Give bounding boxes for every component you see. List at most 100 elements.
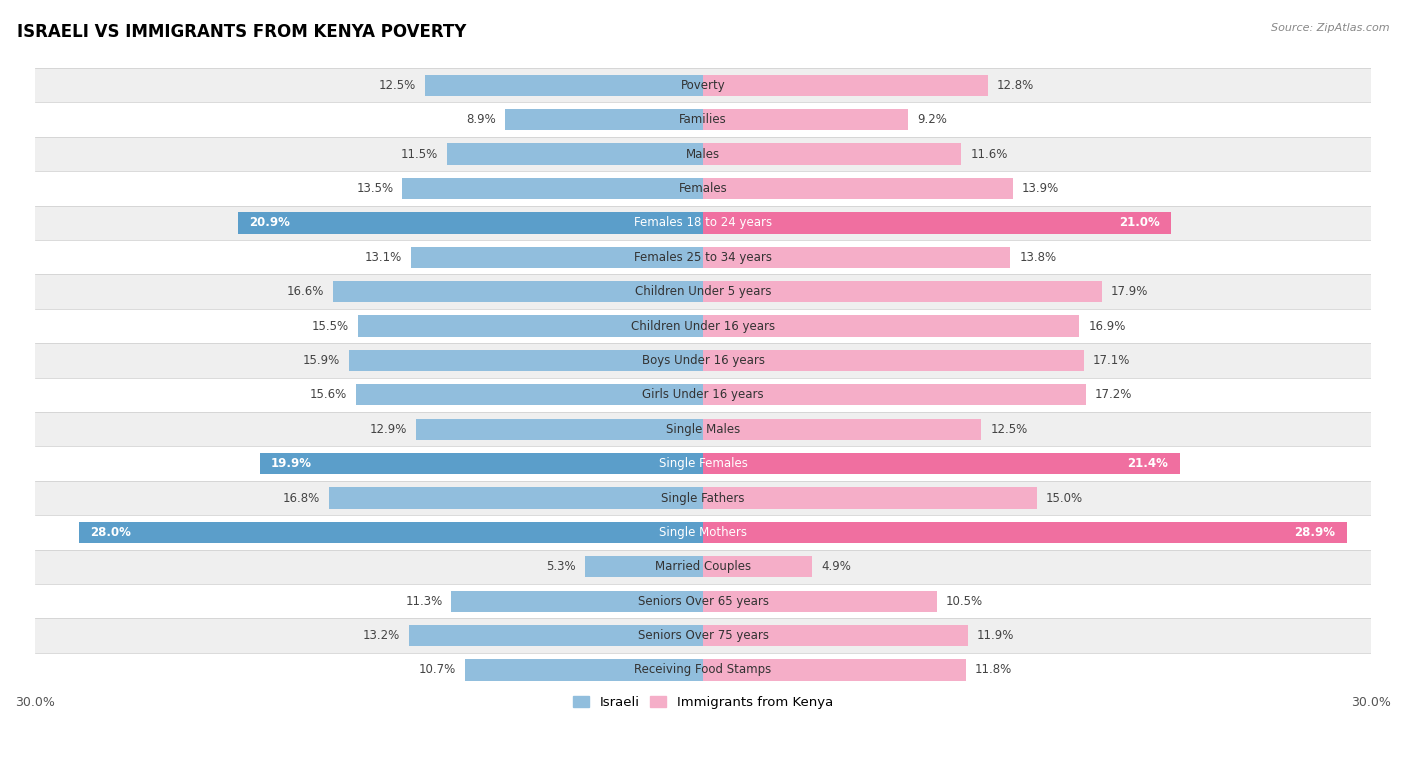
Text: 8.9%: 8.9%	[467, 113, 496, 126]
Text: Single Mothers: Single Mothers	[659, 526, 747, 539]
Bar	[703, 315, 1080, 337]
Text: Girls Under 16 years: Girls Under 16 years	[643, 388, 763, 401]
Bar	[402, 178, 703, 199]
Bar	[703, 212, 1171, 233]
Bar	[465, 659, 703, 681]
Text: Families: Families	[679, 113, 727, 126]
Text: 15.5%: 15.5%	[312, 320, 349, 333]
Bar	[703, 590, 936, 612]
Text: 16.6%: 16.6%	[287, 285, 325, 298]
Text: 16.9%: 16.9%	[1088, 320, 1126, 333]
Bar	[35, 412, 1371, 446]
Bar	[35, 584, 1371, 619]
Text: 9.2%: 9.2%	[917, 113, 946, 126]
Bar	[505, 109, 703, 130]
Text: Single Males: Single Males	[666, 423, 740, 436]
Text: Females: Females	[679, 182, 727, 195]
Bar	[425, 74, 703, 96]
Text: Females 18 to 24 years: Females 18 to 24 years	[634, 216, 772, 230]
Text: 21.0%: 21.0%	[1119, 216, 1160, 230]
Bar	[703, 74, 988, 96]
Bar	[333, 281, 703, 302]
Text: 11.6%: 11.6%	[970, 148, 1008, 161]
Bar	[35, 550, 1371, 584]
Text: 5.3%: 5.3%	[547, 560, 576, 573]
Bar	[703, 659, 966, 681]
Text: 28.9%: 28.9%	[1295, 526, 1336, 539]
Bar	[35, 377, 1371, 412]
Text: 17.1%: 17.1%	[1092, 354, 1130, 367]
Text: 20.9%: 20.9%	[249, 216, 290, 230]
Bar	[416, 418, 703, 440]
Bar	[35, 619, 1371, 653]
Bar	[35, 309, 1371, 343]
Text: Source: ZipAtlas.com: Source: ZipAtlas.com	[1271, 23, 1389, 33]
Text: 28.0%: 28.0%	[90, 526, 132, 539]
Text: 12.5%: 12.5%	[378, 79, 416, 92]
Bar	[451, 590, 703, 612]
Text: 19.9%: 19.9%	[271, 457, 312, 470]
Bar	[703, 109, 908, 130]
Text: 12.5%: 12.5%	[990, 423, 1028, 436]
Bar	[35, 68, 1371, 102]
Text: Boys Under 16 years: Boys Under 16 years	[641, 354, 765, 367]
Bar	[447, 143, 703, 164]
Text: 13.1%: 13.1%	[366, 251, 402, 264]
Bar	[703, 246, 1011, 268]
Text: 15.0%: 15.0%	[1046, 491, 1083, 505]
Text: Children Under 16 years: Children Under 16 years	[631, 320, 775, 333]
Bar	[359, 315, 703, 337]
Bar	[349, 349, 703, 371]
Bar	[238, 212, 703, 233]
Text: 13.8%: 13.8%	[1019, 251, 1056, 264]
Bar	[703, 349, 1084, 371]
Text: 13.5%: 13.5%	[356, 182, 394, 195]
Text: Single Fathers: Single Fathers	[661, 491, 745, 505]
Text: 13.9%: 13.9%	[1021, 182, 1059, 195]
Bar	[703, 556, 813, 578]
Text: 15.9%: 15.9%	[302, 354, 340, 367]
Bar	[35, 171, 1371, 205]
Text: 21.4%: 21.4%	[1128, 457, 1168, 470]
Bar	[356, 384, 703, 406]
Bar	[703, 418, 981, 440]
Bar	[585, 556, 703, 578]
Text: 16.8%: 16.8%	[283, 491, 321, 505]
Text: 12.8%: 12.8%	[997, 79, 1035, 92]
Text: 12.9%: 12.9%	[370, 423, 406, 436]
Bar	[703, 453, 1180, 475]
Bar	[35, 343, 1371, 377]
Bar	[703, 522, 1347, 543]
Bar	[35, 240, 1371, 274]
Bar	[703, 487, 1038, 509]
Bar	[703, 143, 962, 164]
Bar	[35, 481, 1371, 515]
Text: ISRAELI VS IMMIGRANTS FROM KENYA POVERTY: ISRAELI VS IMMIGRANTS FROM KENYA POVERTY	[17, 23, 467, 41]
Bar	[703, 178, 1012, 199]
Text: 17.2%: 17.2%	[1095, 388, 1132, 401]
Text: Married Couples: Married Couples	[655, 560, 751, 573]
Bar	[35, 137, 1371, 171]
Bar	[703, 384, 1085, 406]
Text: 10.7%: 10.7%	[419, 663, 456, 676]
Text: Seniors Over 65 years: Seniors Over 65 years	[637, 595, 769, 608]
Bar	[35, 102, 1371, 137]
Text: Females 25 to 34 years: Females 25 to 34 years	[634, 251, 772, 264]
Bar	[703, 281, 1102, 302]
Bar	[35, 274, 1371, 309]
Legend: Israeli, Immigrants from Kenya: Israeli, Immigrants from Kenya	[568, 691, 838, 715]
Text: 13.2%: 13.2%	[363, 629, 401, 642]
Bar	[412, 246, 703, 268]
Text: 11.9%: 11.9%	[977, 629, 1014, 642]
Text: 11.5%: 11.5%	[401, 148, 439, 161]
Text: Poverty: Poverty	[681, 79, 725, 92]
Bar	[260, 453, 703, 475]
Bar	[35, 515, 1371, 550]
Text: Receiving Food Stamps: Receiving Food Stamps	[634, 663, 772, 676]
Text: Children Under 5 years: Children Under 5 years	[634, 285, 772, 298]
Text: Males: Males	[686, 148, 720, 161]
Text: 4.9%: 4.9%	[821, 560, 851, 573]
Bar	[409, 625, 703, 647]
Text: Seniors Over 75 years: Seniors Over 75 years	[637, 629, 769, 642]
Text: 11.3%: 11.3%	[405, 595, 443, 608]
